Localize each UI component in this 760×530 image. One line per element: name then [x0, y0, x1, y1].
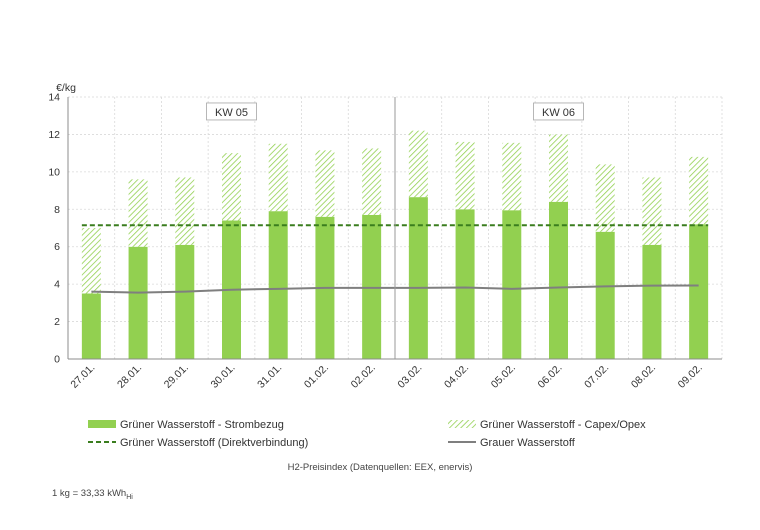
bar-capex-opex: [222, 153, 241, 221]
x-tick-label: 01.02.: [302, 362, 331, 391]
x-tick-label: 31.01.: [255, 362, 284, 391]
bar-capex-opex: [268, 143, 288, 212]
legend-label: Grüner Wasserstoff - Capex/Opex: [480, 419, 646, 431]
bar-strombezug: [549, 201, 568, 359]
footnote-text: 1 kg = 33,33 kWh: [52, 488, 127, 499]
legend-swatch-capex-opex: [448, 420, 476, 428]
bar-capex-opex: [502, 142, 522, 211]
bar-capex-opex: [595, 164, 615, 232]
y-tick-label: 0: [54, 354, 60, 366]
x-tick-label: 02.02.: [349, 362, 378, 391]
legend-label: Grüner Wasserstoff - Strombezug: [120, 419, 284, 431]
x-tick-label: 06.02.: [535, 362, 564, 391]
x-tick-label: 27.01.: [68, 362, 97, 391]
legend-label: Grauer Wasserstoff: [480, 437, 576, 449]
week-label-box: [206, 102, 257, 121]
y-tick-label: 12: [48, 129, 60, 141]
bar-capex-opex: [81, 228, 101, 294]
bar-capex-opex: [128, 179, 148, 247]
bar-strombezug: [268, 211, 288, 359]
y-tick-label: 8: [54, 204, 60, 216]
x-tick-label: 30.01.: [208, 362, 237, 391]
bar-capex-opex: [642, 177, 662, 245]
week-layer: KW 05 KW 06: [206, 97, 584, 359]
week-label: KW 06: [542, 107, 575, 119]
y-tick-label: 10: [48, 166, 60, 178]
bar-strombezug: [81, 293, 101, 359]
x-tick-label: 09.02.: [676, 362, 705, 391]
y-tick-label: 2: [54, 316, 60, 328]
bar-capex-opex: [315, 150, 335, 217]
bar-layer: [81, 130, 709, 359]
week-label-box: [533, 102, 584, 121]
bar-strombezug: [502, 210, 522, 359]
y-tick-label: 4: [54, 279, 60, 291]
footnote: 1 kg = 33,33 kWhHi: [52, 488, 133, 501]
legend: Grüner Wasserstoff - Strombezug Grüner Wa…: [88, 419, 646, 449]
chart-caption: H2-Preisindex (Datenquellen: EEX, enervi…: [287, 462, 473, 473]
axis-layer: 0 2 4 6 8 10 12 14€/kg 27.01. 28.01. 29.01. 30.01. 3…: [48, 82, 722, 391]
bar-strombezug: [408, 197, 428, 359]
bar-strombezug: [455, 209, 475, 359]
bar-capex-opex: [362, 148, 382, 215]
x-tick-label: 29.01.: [162, 362, 191, 391]
x-tick-label: 07.02.: [582, 362, 611, 391]
y-tick-label: 6: [54, 241, 60, 253]
bar-capex-opex: [455, 141, 475, 210]
bar-strombezug: [642, 244, 662, 359]
bar-capex-opex: [549, 134, 568, 202]
bar-strombezug: [689, 224, 709, 359]
x-tick-label: 03.02.: [395, 362, 424, 391]
x-tick-label: 28.01.: [115, 362, 144, 391]
legend-swatch-strombezug: [88, 420, 116, 428]
x-tick-label: 04.02.: [442, 362, 471, 391]
bar-capex-opex: [689, 156, 709, 225]
week-label: KW 05: [215, 107, 248, 119]
bar-capex-opex: [175, 177, 195, 245]
bar-strombezug: [175, 244, 195, 359]
y-tick-label: 14: [48, 92, 60, 104]
legend-label: Grüner Wasserstoff (Direktverbindung): [120, 437, 308, 449]
footnote-subscript: Hi: [126, 493, 133, 501]
y-axis-unit-label: €/kg: [56, 82, 76, 94]
bar-capex-opex: [408, 130, 428, 198]
x-tick-label: 05.02.: [489, 362, 518, 391]
bar-strombezug: [128, 246, 148, 359]
bar-strombezug: [595, 231, 615, 359]
x-tick-label: 08.02.: [629, 362, 658, 391]
